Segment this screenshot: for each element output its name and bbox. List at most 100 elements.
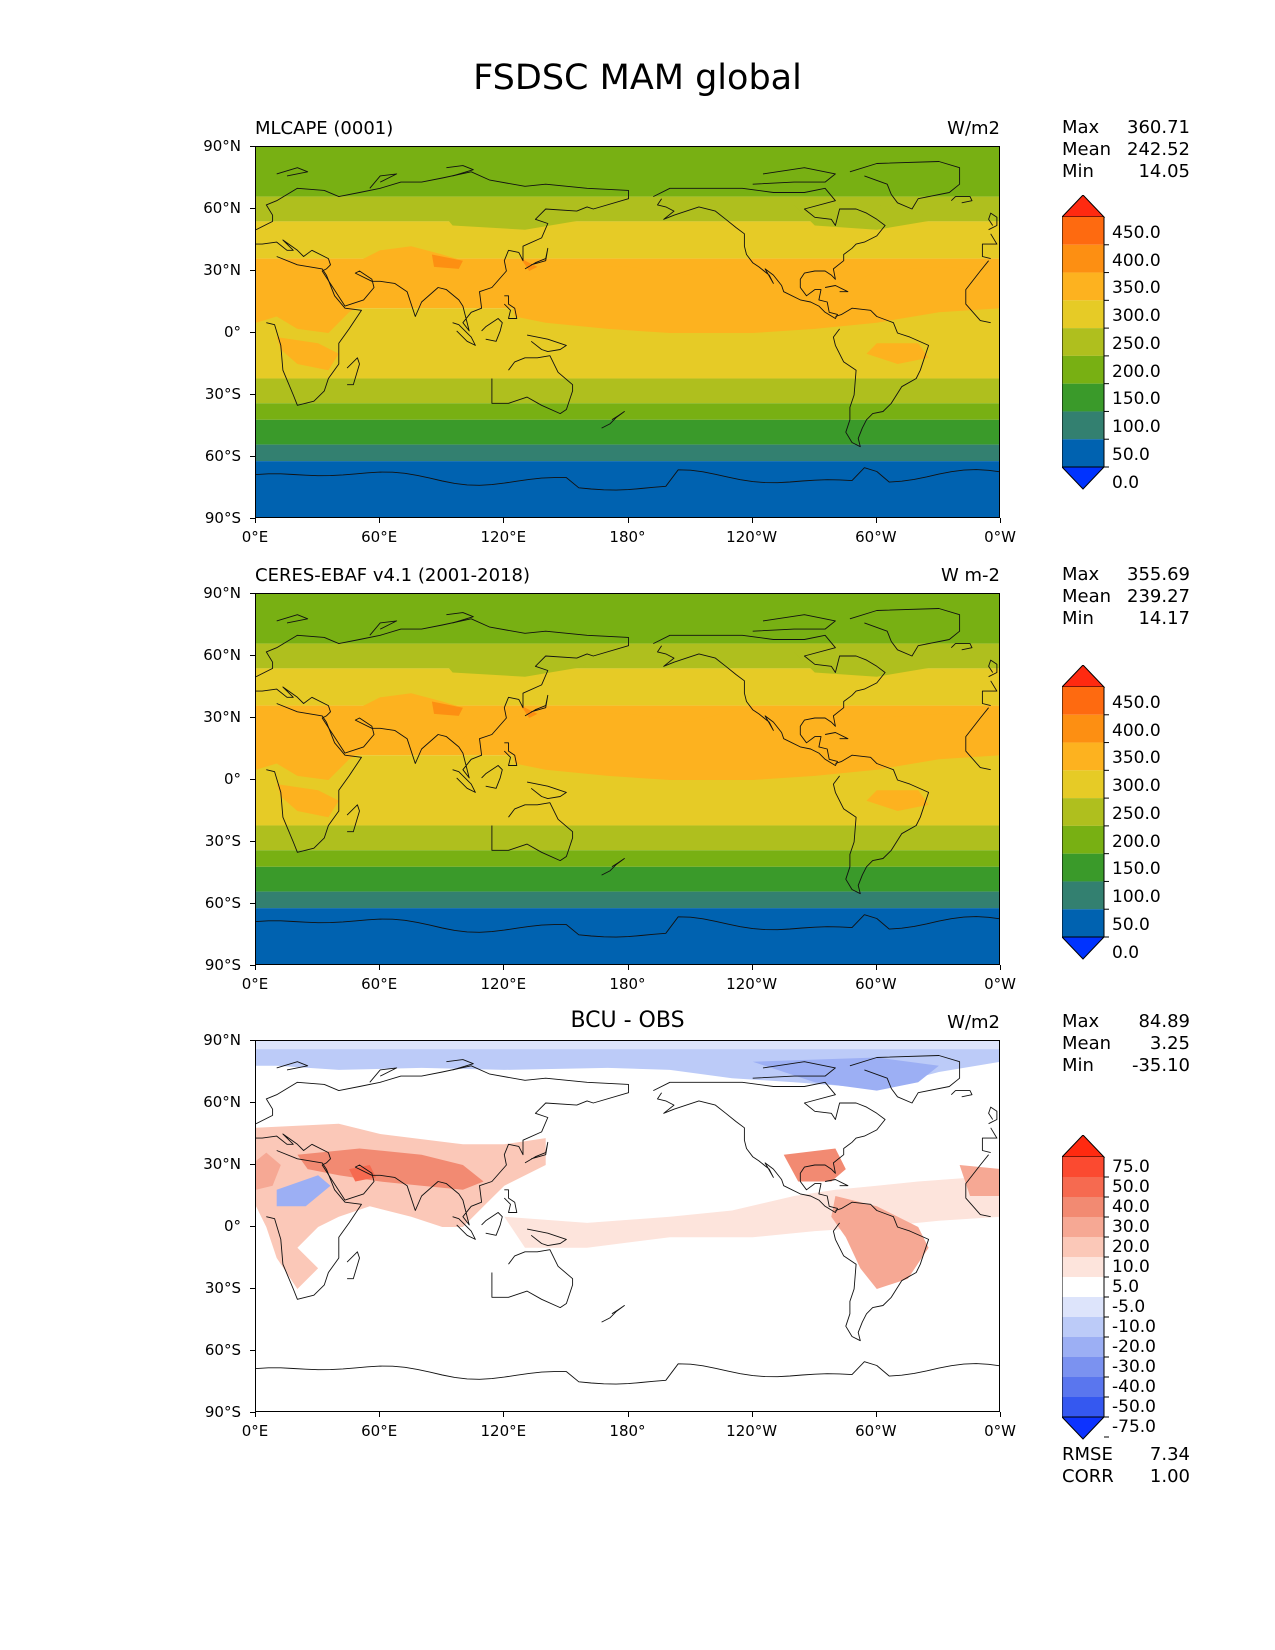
coastline: [266, 703, 362, 853]
colorbar-label: 30.0: [1112, 1217, 1150, 1237]
colorbar-swatch: [1062, 1237, 1104, 1257]
coastline: [752, 1061, 836, 1079]
coastline: [832, 1201, 930, 1342]
colorbar-swatch: [1062, 1297, 1104, 1317]
field-patch: [442, 213, 588, 230]
lon-tick: [255, 965, 256, 970]
lat-tick-label: 30°S: [204, 1279, 241, 1297]
colorbar-svg: [1062, 665, 1109, 960]
lat-tick-label: 30°S: [204, 832, 241, 850]
field-patch: [256, 1041, 999, 1050]
coastline: [981, 233, 998, 260]
field-band: [256, 461, 999, 517]
coastline: [601, 411, 625, 429]
lat-tick: [250, 779, 255, 780]
colorbar-extend-top: [1062, 1135, 1106, 1158]
coastline: [446, 1059, 474, 1071]
min-value: -35.10: [1131, 1055, 1190, 1076]
lat-tick: [250, 1164, 255, 1165]
panel-title: BCU - OBS: [570, 1008, 685, 1033]
colorbar-swatch: [1062, 1377, 1104, 1397]
coastline: [653, 1081, 886, 1213]
panel-units: W/m2: [947, 1012, 1000, 1033]
mean-label: Mean: [1062, 139, 1112, 160]
lon-tick-label: 180°: [609, 528, 646, 546]
lon-tick-label: 0°W: [984, 1422, 1016, 1440]
lat-tick-label: 0°: [223, 323, 241, 341]
field-band: [256, 147, 999, 197]
colorbar-swatch: [1062, 300, 1104, 329]
colorbar-swatch: [1062, 1357, 1104, 1377]
colorbar-swatch: [1062, 217, 1104, 245]
min-value: 14.17: [1138, 608, 1190, 629]
lat-tick: [250, 841, 255, 842]
lat-tick: [250, 903, 255, 904]
coastline: [276, 167, 309, 177]
colorbar-swatch: [1062, 909, 1104, 937]
lon-tick-label: 60°E: [361, 528, 398, 546]
coastline: [981, 1127, 998, 1154]
colorbar-swatch: [1062, 770, 1104, 799]
coastline: [346, 357, 360, 386]
coastline: [452, 1216, 476, 1240]
colorbar-label: 150.0: [1112, 859, 1161, 880]
colorbar-swatch: [1062, 244, 1104, 273]
coastline: [481, 765, 503, 789]
coastline: [276, 614, 309, 624]
corr-value: 1.00: [1149, 1466, 1190, 1487]
lat-tick-label: 90°N: [203, 584, 241, 602]
field-band: [256, 908, 999, 964]
field-patch: [431, 254, 463, 269]
colorbar-swatch: [1062, 1217, 1104, 1237]
coastline: [503, 742, 518, 766]
colorbar-swatch: [1062, 825, 1104, 854]
colorbar-label: 250.0: [1112, 803, 1161, 824]
lat-tick: [250, 965, 255, 966]
coastline: [256, 1361, 999, 1385]
lon-tick-label: 0°W: [984, 528, 1016, 546]
colorbar-swatch: [1062, 1337, 1104, 1357]
coastline: [981, 680, 998, 707]
coastline: [491, 1249, 574, 1309]
colorbar-swatch: [1062, 1317, 1104, 1337]
coastline: [524, 694, 549, 717]
colorbar-swatch: [1062, 881, 1104, 910]
field-patch: [256, 693, 484, 780]
lon-tick-label: 120°E: [480, 528, 527, 546]
error-stats: RMSE 7.34 CORR 1.00: [1062, 1444, 1190, 1488]
panel-model: MLCAPE (0001) W/m2: [0, 118, 1275, 588]
colorbar-swatch: [1062, 1257, 1104, 1277]
lat-tick: [250, 270, 255, 271]
colorbar-label: -75.0: [1112, 1417, 1156, 1437]
max-value: 360.71: [1127, 117, 1190, 138]
colorbar-swatch: [1062, 1157, 1104, 1177]
colorbar-swatch: [1062, 355, 1104, 384]
field-patch: [256, 1152, 281, 1190]
panel-title: CERES-EBAF v4.1 (2001-2018): [255, 565, 531, 586]
colorbar-label: -30.0: [1112, 1357, 1156, 1377]
figure-title: FSDSC MAM global: [473, 58, 802, 98]
max-value: 355.69: [1127, 564, 1190, 585]
coastline: [965, 1154, 991, 1218]
panel-title: MLCAPE (0001): [255, 118, 394, 139]
coastline: [950, 643, 973, 651]
map-svg: [256, 594, 999, 964]
lat-tick-label: 60°N: [203, 646, 241, 664]
colorbar-label: 300.0: [1112, 776, 1161, 797]
field-band: [256, 891, 999, 909]
lat-tick: [250, 1102, 255, 1103]
coastline: [256, 914, 999, 938]
lon-tick-label: 0°E: [241, 1422, 269, 1440]
field-patch: [276, 1175, 331, 1207]
colorbar-label: 400.0: [1112, 250, 1161, 271]
lat-tick: [250, 1040, 255, 1041]
lon-tick: [751, 965, 753, 970]
field-patch: [752, 1057, 939, 1091]
field-patch: [831, 1196, 929, 1289]
lon-tick: [627, 965, 629, 970]
coastline: [524, 1141, 549, 1164]
lat-tick: [250, 1226, 255, 1227]
lon-tick: [875, 1412, 877, 1417]
colorbar-swatch: [1062, 742, 1104, 771]
coastline: [601, 1305, 625, 1323]
